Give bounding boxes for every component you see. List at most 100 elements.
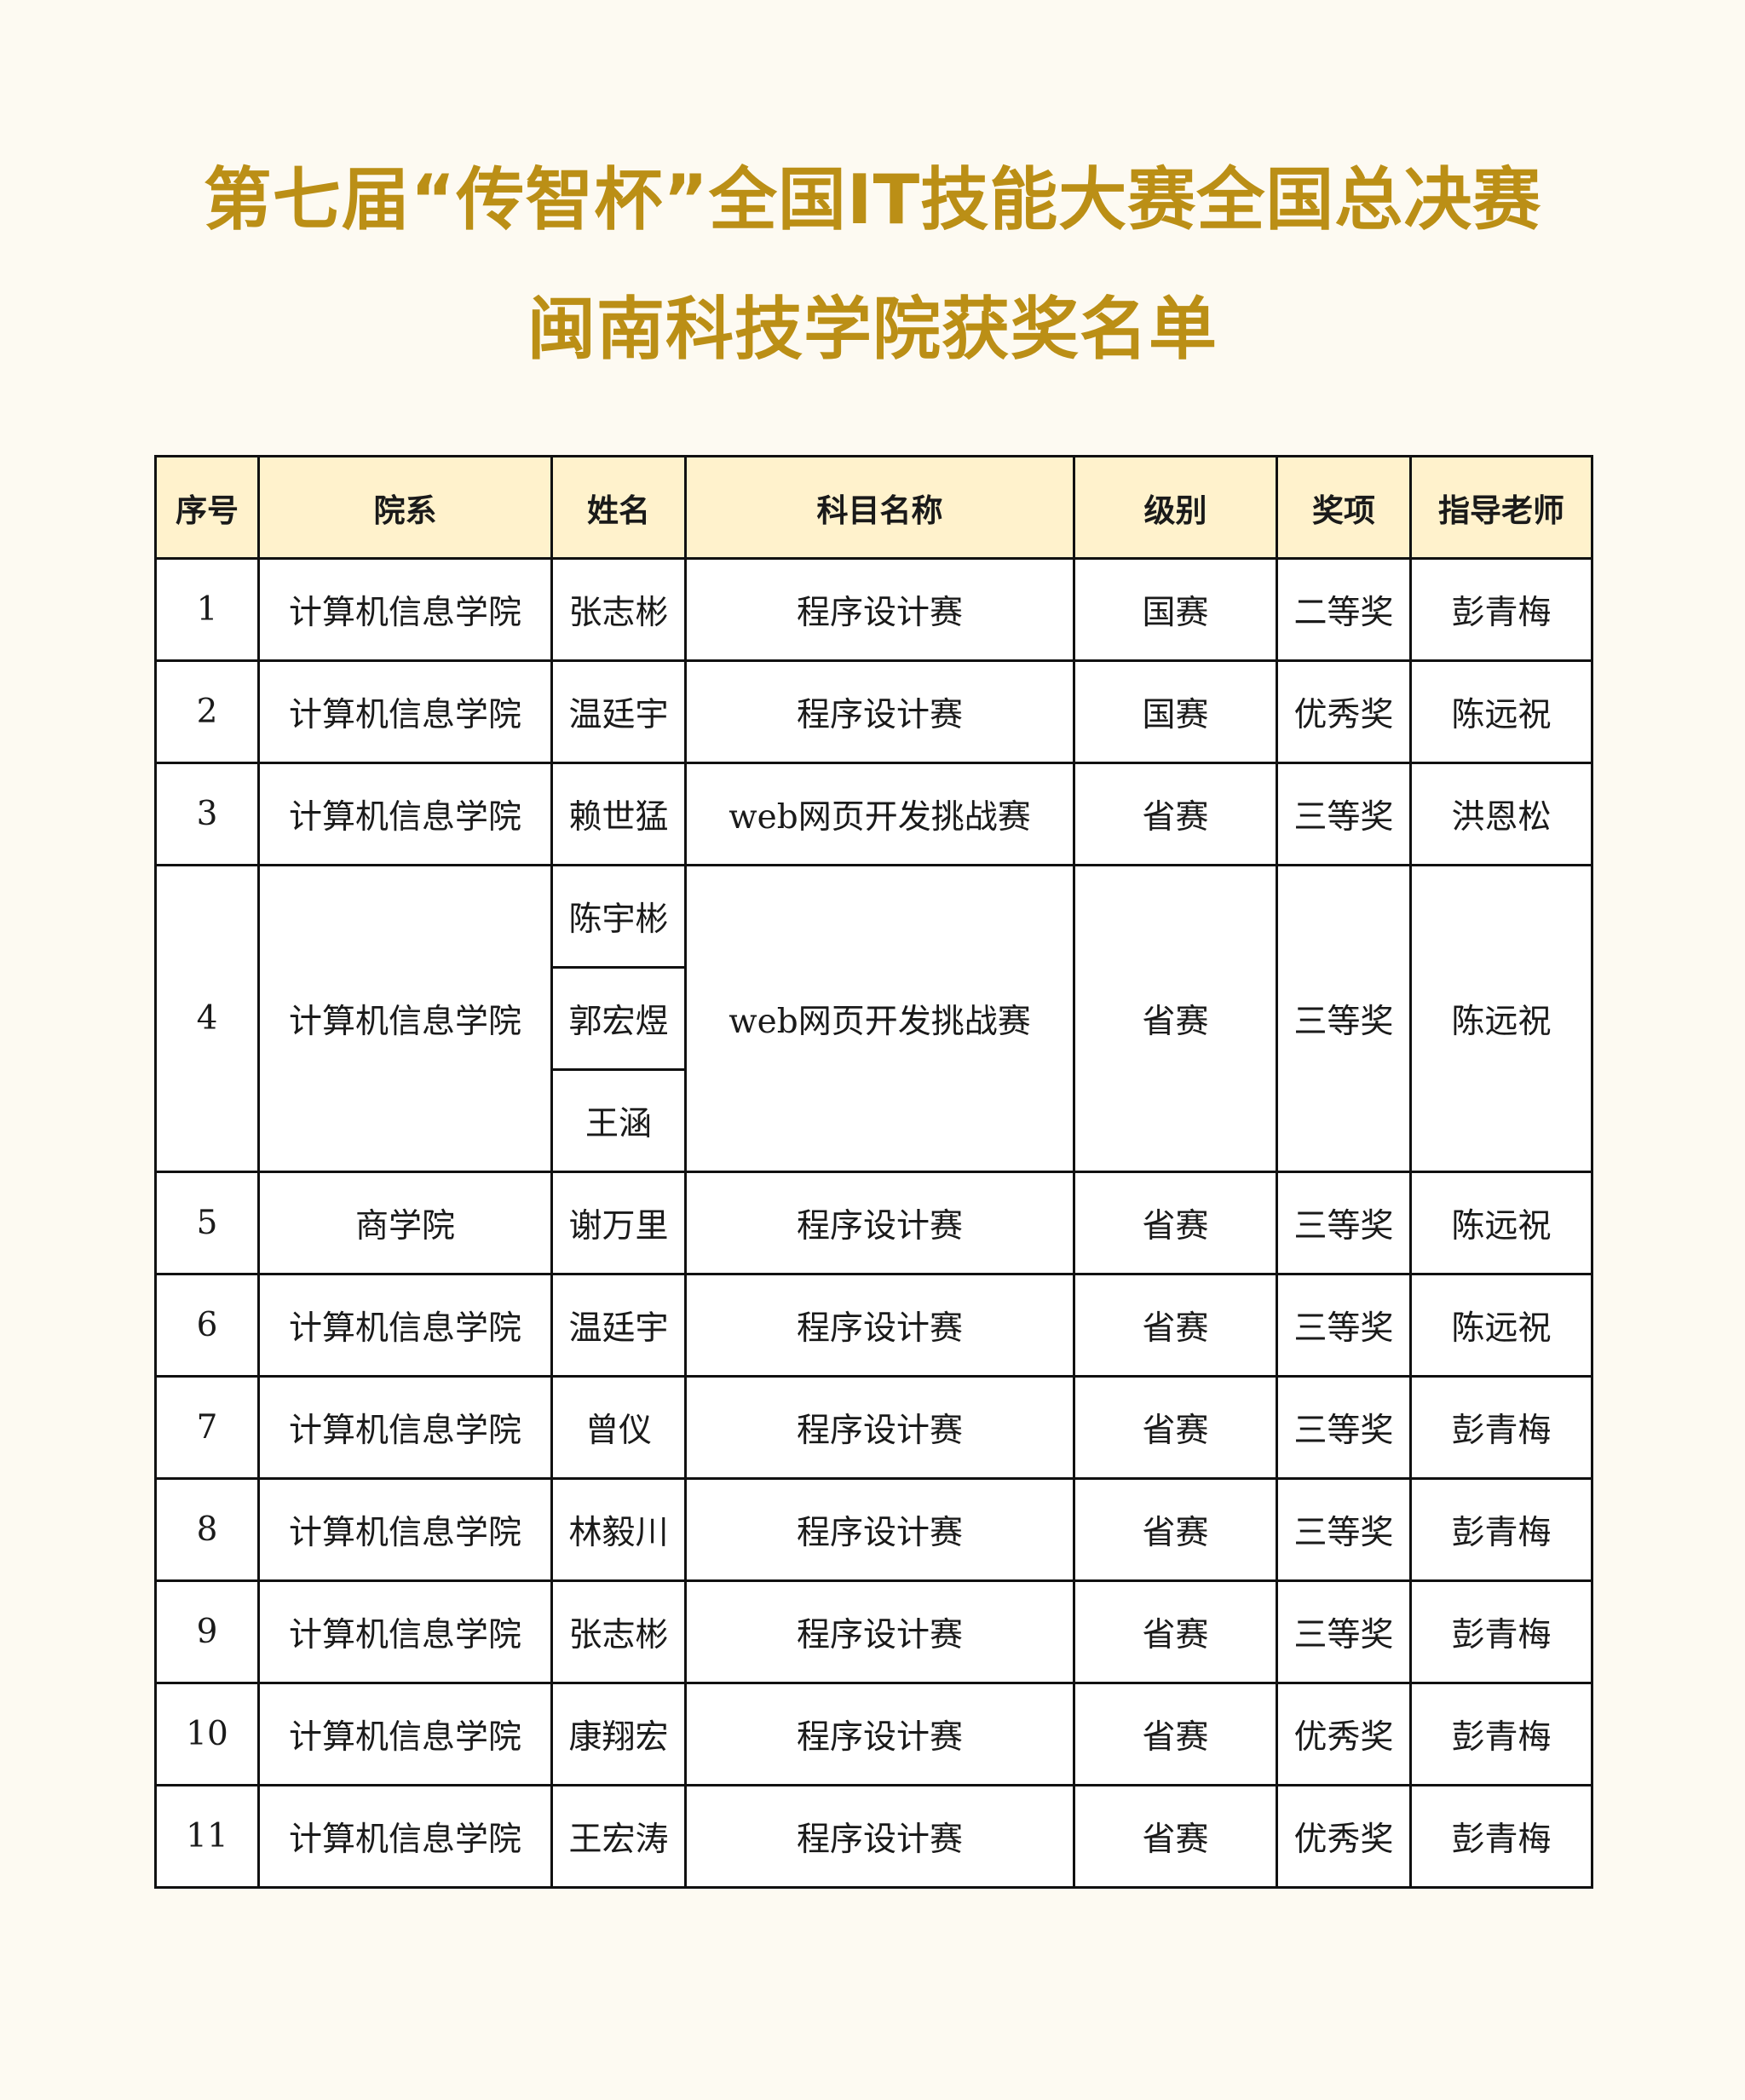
cell-name: 陈宇彬 bbox=[550, 864, 687, 969]
cell-subject: 程序设计赛 bbox=[684, 1273, 1075, 1378]
cell-level: 国赛 bbox=[1073, 557, 1278, 662]
cell-level: 省赛 bbox=[1073, 1784, 1278, 1889]
cell-subject: 程序设计赛 bbox=[684, 1477, 1075, 1582]
cell-award: 三等奖 bbox=[1276, 1375, 1412, 1480]
cell-dept: 计算机信息学院 bbox=[257, 1375, 553, 1480]
cell-subject: 程序设计赛 bbox=[684, 1375, 1075, 1480]
table-row: 10 计算机信息学院 康翔宏 程序设计赛 省赛 优秀奖 彭青梅 bbox=[154, 1682, 1593, 1786]
cell-teacher: 陈远祝 bbox=[1409, 864, 1593, 1173]
cell-name: 林毅川 bbox=[550, 1477, 687, 1582]
cell-name: 谢万里 bbox=[550, 1171, 687, 1275]
table-subrow: 郭宏煜 bbox=[156, 966, 1592, 1071]
header-level: 级别 bbox=[1073, 455, 1278, 560]
header-award: 奖项 bbox=[1276, 455, 1412, 560]
cell-teacher: 彭青梅 bbox=[1409, 557, 1593, 662]
cell-no: 2 bbox=[154, 659, 260, 764]
cell-name: 赖世猛 bbox=[550, 762, 687, 866]
cell-award: 二等奖 bbox=[1276, 557, 1412, 662]
cell-subject: 程序设计赛 bbox=[684, 1171, 1075, 1275]
cell-name: 张志彬 bbox=[550, 1579, 687, 1684]
cell-award: 三等奖 bbox=[1276, 1579, 1412, 1684]
cell-no: 1 bbox=[154, 557, 260, 662]
cell-no: 3 bbox=[154, 762, 260, 866]
cell-teacher: 陈远祝 bbox=[1409, 659, 1593, 764]
cell-award: 三等奖 bbox=[1276, 1171, 1412, 1275]
cell-award: 优秀奖 bbox=[1276, 659, 1412, 764]
cell-subject: 程序设计赛 bbox=[684, 557, 1075, 662]
cell-name: 温廷宇 bbox=[550, 1273, 687, 1378]
cell-no: 9 bbox=[154, 1579, 260, 1684]
cell-name: 张志彬 bbox=[550, 557, 687, 662]
cell-subject: 程序设计赛 bbox=[684, 1784, 1075, 1889]
cell-teacher: 彭青梅 bbox=[1409, 1579, 1593, 1684]
table-row: 4 计算机信息学院 陈宇彬 web网页开发挑战赛 省赛 三等奖 陈远祝 bbox=[154, 864, 1593, 1173]
cell-dept: 计算机信息学院 bbox=[257, 1682, 553, 1786]
cell-level: 省赛 bbox=[1073, 1375, 1278, 1480]
cell-name: 曾仪 bbox=[550, 1375, 687, 1480]
cell-subject: web网页开发挑战赛 bbox=[684, 864, 1075, 1173]
cell-level: 省赛 bbox=[1073, 1273, 1278, 1378]
cell-no: 10 bbox=[154, 1682, 260, 1786]
table-header-row: 序号 院系 姓名 科目名称 级别 奖项 指导老师 bbox=[154, 455, 1593, 560]
cell-level: 省赛 bbox=[1073, 864, 1278, 1173]
cell-no: 6 bbox=[154, 1273, 260, 1378]
table-row: 6 计算机信息学院 温廷宇 程序设计赛 省赛 三等奖 陈远祝 bbox=[154, 1273, 1593, 1378]
header-dept: 院系 bbox=[257, 455, 553, 560]
cell-award: 三等奖 bbox=[1276, 762, 1412, 866]
cell-teacher: 洪恩松 bbox=[1409, 762, 1593, 866]
cell-subject: 程序设计赛 bbox=[684, 1579, 1075, 1684]
cell-subject: web网页开发挑战赛 bbox=[684, 762, 1075, 866]
table-row: 7 计算机信息学院 曾仪 程序设计赛 省赛 三等奖 彭青梅 bbox=[154, 1375, 1593, 1480]
cell-level: 省赛 bbox=[1073, 1682, 1278, 1786]
cell-award: 三等奖 bbox=[1276, 1477, 1412, 1582]
table-row: 11 计算机信息学院 王宏涛 程序设计赛 省赛 优秀奖 彭青梅 bbox=[154, 1784, 1593, 1889]
table-row: 5 商学院 谢万里 程序设计赛 省赛 三等奖 陈远祝 bbox=[154, 1171, 1593, 1275]
cell-award: 优秀奖 bbox=[1276, 1682, 1412, 1786]
cell-dept: 计算机信息学院 bbox=[257, 1477, 553, 1582]
cell-dept: 计算机信息学院 bbox=[257, 557, 553, 662]
cell-name: 王宏涛 bbox=[550, 1784, 687, 1889]
cell-no: 11 bbox=[154, 1784, 260, 1889]
cell-dept: 计算机信息学院 bbox=[257, 762, 553, 866]
cell-name: 温廷宇 bbox=[550, 659, 687, 764]
table-subrow: 王涵 bbox=[156, 1068, 1592, 1173]
header-name: 姓名 bbox=[550, 455, 687, 560]
cell-teacher: 彭青梅 bbox=[1409, 1375, 1593, 1480]
cell-dept: 计算机信息学院 bbox=[257, 1579, 553, 1684]
cell-dept: 计算机信息学院 bbox=[257, 864, 553, 1173]
cell-level: 省赛 bbox=[1073, 1171, 1278, 1275]
cell-teacher: 陈远祝 bbox=[1409, 1171, 1593, 1275]
cell-level: 省赛 bbox=[1073, 1477, 1278, 1582]
cell-dept: 计算机信息学院 bbox=[257, 1273, 553, 1378]
cell-award: 三等奖 bbox=[1276, 864, 1412, 1173]
cell-award: 三等奖 bbox=[1276, 1273, 1412, 1378]
table-row: 9 计算机信息学院 张志彬 程序设计赛 省赛 三等奖 彭青梅 bbox=[154, 1579, 1593, 1684]
table-row: 1 计算机信息学院 张志彬 程序设计赛 国赛 二等奖 彭青梅 bbox=[154, 557, 1593, 662]
page-title: 第七届“传智杯”全国IT技能大赛全国总决赛 bbox=[203, 160, 1542, 239]
cell-level: 省赛 bbox=[1073, 762, 1278, 866]
header-no: 序号 bbox=[154, 455, 260, 560]
cell-teacher: 彭青梅 bbox=[1409, 1477, 1593, 1582]
header-teacher: 指导老师 bbox=[1409, 455, 1593, 560]
table-row: 2 计算机信息学院 温廷宇 程序设计赛 国赛 优秀奖 陈远祝 bbox=[154, 659, 1593, 764]
page-subtitle: 闽南科技学院获奖名单 bbox=[527, 290, 1218, 369]
awards-table: 序号 院系 姓名 科目名称 级别 奖项 指导老师 1 计算机信息学院 张志彬 程序设计… bbox=[154, 455, 1593, 1889]
table-row: 3 计算机信息学院 赖世猛 web网页开发挑战赛 省赛 三等奖 洪恩松 bbox=[154, 762, 1593, 866]
cell-level: 国赛 bbox=[1073, 659, 1278, 764]
cell-no: 4 bbox=[154, 864, 260, 1173]
cell-teacher: 彭青梅 bbox=[1409, 1784, 1593, 1889]
cell-level: 省赛 bbox=[1073, 1579, 1278, 1684]
cell-name: 王涵 bbox=[550, 1068, 687, 1173]
cell-award: 优秀奖 bbox=[1276, 1784, 1412, 1889]
cell-teacher: 陈远祝 bbox=[1409, 1273, 1593, 1378]
cell-subject: 程序设计赛 bbox=[684, 1682, 1075, 1786]
cell-no: 8 bbox=[154, 1477, 260, 1582]
cell-no: 5 bbox=[154, 1171, 260, 1275]
cell-dept: 商学院 bbox=[257, 1171, 553, 1275]
cell-dept: 计算机信息学院 bbox=[257, 1784, 553, 1889]
cell-subject: 程序设计赛 bbox=[684, 659, 1075, 764]
header-subject: 科目名称 bbox=[684, 455, 1075, 560]
cell-teacher: 彭青梅 bbox=[1409, 1682, 1593, 1786]
table-row: 8 计算机信息学院 林毅川 程序设计赛 省赛 三等奖 彭青梅 bbox=[154, 1477, 1593, 1582]
cell-name: 郭宏煜 bbox=[550, 966, 687, 1071]
